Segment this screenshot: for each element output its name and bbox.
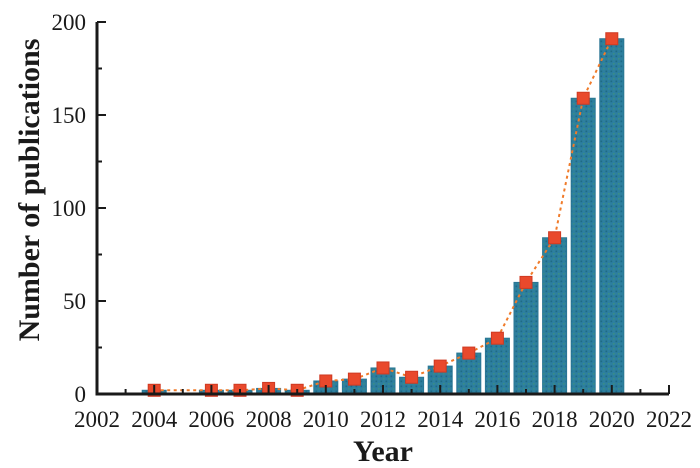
x-tick-label-2022: 2022	[646, 407, 692, 432]
y-tick-label-200: 200	[52, 10, 87, 35]
marker-2017	[519, 275, 533, 289]
x-tick-label-2012: 2012	[360, 407, 406, 432]
bar-2016	[484, 337, 510, 395]
marker-2020	[605, 32, 619, 46]
tick-labels-group: 2002 2004 2006 2008 2010 2012 2014 2016 2018 2020…	[52, 10, 693, 432]
marker-2013	[405, 370, 419, 384]
x-tick-label-2004: 2004	[131, 407, 178, 432]
marker-2011	[347, 372, 361, 386]
x-axis-title: Year	[353, 435, 413, 468]
x-tick-label-2006: 2006	[188, 407, 234, 432]
bar-2018	[542, 237, 568, 395]
bars-group	[141, 38, 625, 395]
x-tick-label-2014: 2014	[417, 407, 464, 432]
marker-2014	[433, 359, 447, 373]
marker-2019	[576, 91, 590, 105]
y-axis-title: Number of publications	[13, 38, 46, 342]
trend-line	[154, 38, 613, 392]
bar-2020	[599, 38, 625, 395]
marker-2015	[462, 346, 476, 360]
y-tick-label-150: 150	[52, 103, 87, 128]
x-tick-label-2002: 2002	[74, 407, 120, 432]
y-tick-label-50: 50	[63, 289, 86, 314]
x-tick-label-2018: 2018	[532, 407, 578, 432]
marker-2012	[376, 361, 390, 375]
y-tick-label-100: 100	[52, 196, 87, 221]
x-tick-label-2016: 2016	[474, 407, 520, 432]
marker-2018	[548, 231, 562, 245]
bar-2019	[570, 97, 596, 395]
x-tick-label-2020: 2020	[589, 407, 635, 432]
x-tick-label-2008: 2008	[246, 407, 292, 432]
markers-group	[147, 32, 619, 397]
ticks-group	[96, 21, 670, 395]
marker-2016	[490, 331, 504, 345]
y-tick-label-0: 0	[75, 382, 87, 407]
bar-2017	[513, 281, 539, 395]
x-tick-label-2010: 2010	[303, 407, 349, 432]
